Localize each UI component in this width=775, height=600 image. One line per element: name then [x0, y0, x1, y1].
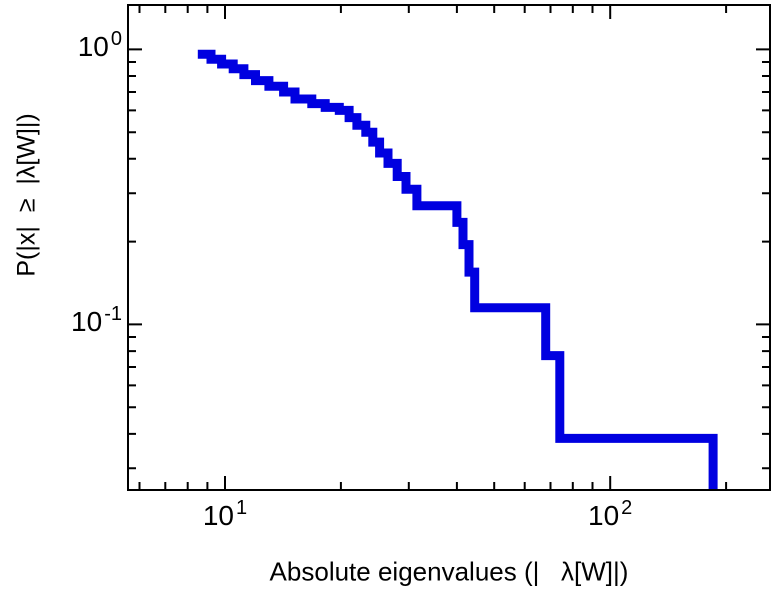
tick-exponent: 0 — [110, 28, 122, 51]
tick-base: 10 — [77, 31, 109, 63]
ccdf-step-line — [197, 49, 718, 490]
x-axis-label: Absolute eigenvalues (| λ[W]|) — [269, 556, 629, 587]
tick-base: 10 — [71, 306, 103, 338]
x-tick-label-10e1: 10 1 — [180, 498, 270, 531]
tick-base: 10 — [588, 500, 620, 531]
tick-base: 10 — [202, 500, 234, 531]
tick-exponent: 1 — [236, 497, 248, 519]
tick-exponent: 2 — [621, 497, 633, 519]
y-tick-label-10e0: 10 0 — [4, 29, 122, 63]
axis-tick-marks — [128, 5, 770, 490]
y-axis-label: P(|x| ≥ |λ[W]|) — [12, 113, 41, 277]
plot-border — [127, 4, 771, 491]
x-tick-label-10e2: 10 2 — [565, 498, 655, 531]
tick-exponent: -1 — [104, 303, 122, 326]
y-tick-label-10e-1: 10 -1 — [4, 304, 122, 338]
